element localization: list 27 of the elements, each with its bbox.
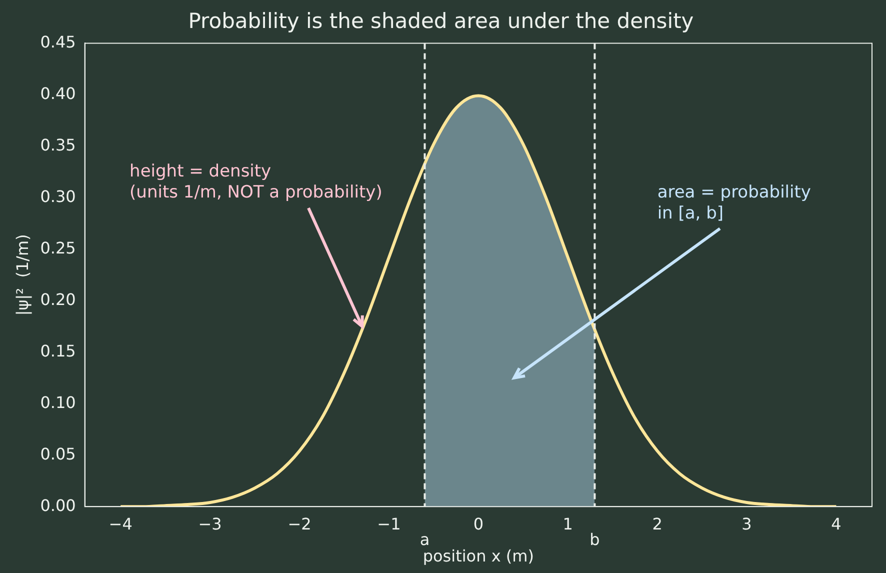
y-tick-label: 0.35 — [40, 135, 76, 154]
x-axis-title: position x (m) — [422, 546, 534, 566]
y-tick-label: 0.15 — [40, 341, 76, 360]
y-tick-label: 0.10 — [40, 392, 76, 412]
y-tick-label: 0.00 — [40, 496, 76, 515]
ref-line-label: a — [420, 530, 430, 549]
ref-line-label: b — [590, 530, 600, 549]
line-series — [119, 94, 838, 507]
x-tick-label: −4 — [108, 514, 132, 534]
x-tick-label: 1 — [562, 514, 573, 534]
x-tick-label: −2 — [288, 514, 312, 534]
y-tick-label: 0.45 — [40, 32, 76, 52]
x-tick-label: −3 — [198, 514, 222, 534]
x-tick-label: 4 — [831, 514, 842, 534]
y-axis-title: |ψ|² (1/m) — [12, 234, 32, 316]
y-tick-label: 0.30 — [40, 186, 76, 206]
y-tick-label: 0.25 — [40, 238, 76, 258]
x-tick-label: 0 — [473, 514, 484, 534]
chart-title: Probability is the shaded area under the density — [188, 9, 694, 34]
x-tick-label: 3 — [742, 514, 752, 534]
y-tick-label: 0.40 — [40, 84, 76, 103]
annotation: height = density (units 1/m, NOT a probability) — [130, 162, 382, 203]
x-tick-label: 2 — [652, 514, 662, 534]
x-tick-label: −1 — [377, 514, 401, 534]
y-tick-label: 0.20 — [40, 290, 76, 309]
annotation: area = probability in [a, b] — [657, 182, 811, 224]
y-tick-label: 0.05 — [40, 444, 76, 464]
